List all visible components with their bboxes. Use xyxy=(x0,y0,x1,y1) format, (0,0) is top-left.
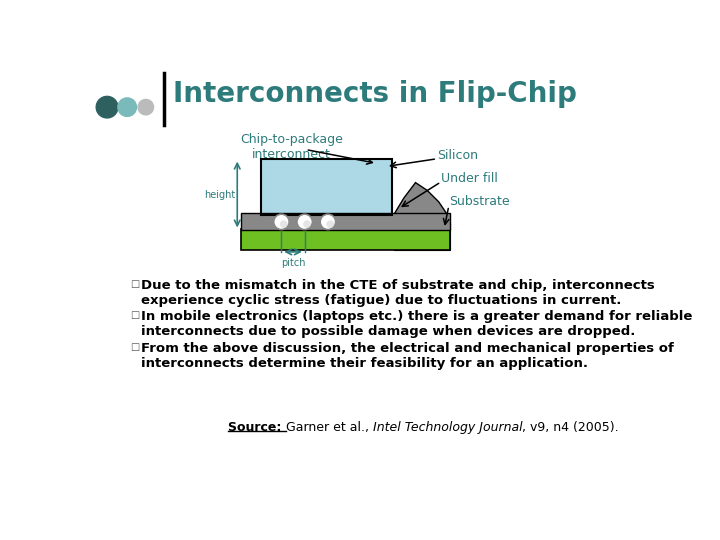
Text: In mobile electronics (laptops etc.) there is a greater demand for reliable
inte: In mobile electronics (laptops etc.) the… xyxy=(141,309,693,338)
Text: □: □ xyxy=(130,342,140,352)
Circle shape xyxy=(96,96,118,118)
Circle shape xyxy=(303,220,311,228)
Text: From the above discussion, the electrical and mechanical properties of
interconn: From the above discussion, the electrica… xyxy=(141,342,674,370)
Bar xyxy=(241,229,451,251)
Text: Substrate: Substrate xyxy=(449,194,510,207)
Polygon shape xyxy=(395,183,451,251)
Text: Source:: Source: xyxy=(228,421,286,434)
Circle shape xyxy=(118,98,137,117)
Text: height: height xyxy=(204,190,235,200)
Text: □: □ xyxy=(130,279,140,289)
Circle shape xyxy=(138,99,153,115)
Bar xyxy=(241,213,451,231)
Text: Garner et al.,: Garner et al., xyxy=(286,421,373,434)
Bar xyxy=(261,159,392,215)
Text: Interconnects in Flip-Chip: Interconnects in Flip-Chip xyxy=(173,80,577,108)
Bar xyxy=(241,213,396,231)
Text: Silicon: Silicon xyxy=(437,149,478,162)
Circle shape xyxy=(326,220,334,228)
Text: Intel Technology Journal: Intel Technology Journal xyxy=(373,421,522,434)
Circle shape xyxy=(274,214,289,230)
Bar xyxy=(241,213,451,231)
Text: Chip-to-package
interconnect: Chip-to-package interconnect xyxy=(240,132,343,160)
Text: □: □ xyxy=(130,309,140,320)
Circle shape xyxy=(280,220,287,228)
Text: Due to the mismatch in the CTE of substrate and chip, interconnects
experience c: Due to the mismatch in the CTE of substr… xyxy=(141,279,655,307)
Text: , v9, n4 (2005).: , v9, n4 (2005). xyxy=(522,421,619,434)
Text: Under fill: Under fill xyxy=(441,172,498,185)
Circle shape xyxy=(297,214,312,230)
Circle shape xyxy=(320,214,336,230)
Text: pitch: pitch xyxy=(281,258,305,268)
